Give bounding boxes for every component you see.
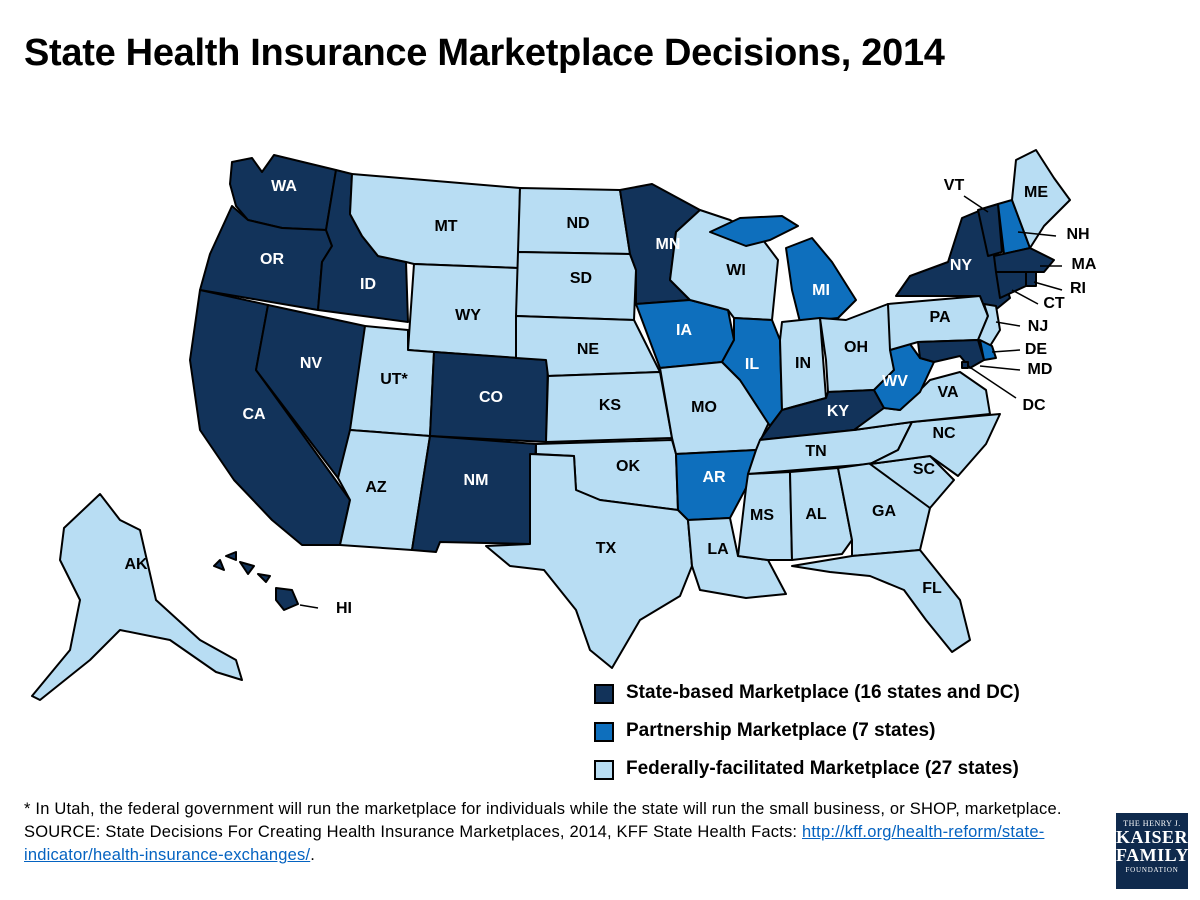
state-label-HI: HI [336, 600, 352, 617]
state-TX[interactable] [485, 453, 693, 669]
source-text: SOURCE: State Decisions For Creating Hea… [24, 823, 803, 841]
state-label-VA: VA [937, 384, 958, 401]
state-label-OR: OR [260, 251, 284, 268]
state-label-NJ: NJ [1028, 318, 1048, 335]
state-label-MT: MT [434, 218, 457, 235]
state-label-ND: ND [566, 215, 589, 232]
state-HI[interactable] [213, 551, 299, 611]
source-note: SOURCE: State Decisions For Creating Hea… [24, 821, 1074, 867]
kff-logo: THE HENRY J. KAISER FAMILY FOUNDATION [1116, 813, 1190, 889]
state-label-NV: NV [300, 355, 323, 372]
footnote: * In Utah, the federal government will r… [24, 798, 1074, 867]
state-label-PA: PA [929, 309, 950, 326]
state-label-GA: GA [872, 503, 896, 520]
state-label-WY: WY [455, 307, 481, 324]
state-label-WA: WA [271, 178, 297, 195]
legend-swatch-partnership [594, 722, 614, 742]
state-label-KY: KY [827, 403, 850, 420]
state-AL[interactable] [789, 467, 853, 561]
state-label-NC: NC [932, 425, 956, 442]
state-label-IN: IN [795, 355, 811, 372]
state-label-MS: MS [750, 507, 774, 524]
state-label-UT: UT* [380, 371, 408, 388]
state-label-IL: IL [745, 356, 759, 373]
state-label-OK: OK [616, 458, 640, 475]
legend-label-partnership: Partnership Marketplace (7 states) [626, 720, 936, 741]
state-label-OH: OH [844, 339, 868, 356]
state-label-TN: TN [805, 443, 826, 460]
state-label-AR: AR [702, 469, 726, 486]
state-label-WV: WV [882, 373, 908, 390]
state-label-ME: ME [1024, 184, 1048, 201]
state-label-AZ: AZ [365, 479, 387, 496]
utah-note: * In Utah, the federal government will r… [24, 800, 1062, 818]
legend-swatch-state-based [594, 684, 614, 704]
state-label-FL: FL [922, 580, 942, 597]
state-label-SC: SC [913, 461, 936, 478]
state-labels: WA OR CA NV ID MT WY UT* AZ CO NM ND SD NE KS OK TX MN IA M… [124, 177, 1096, 617]
state-ME[interactable] [1011, 149, 1071, 249]
state-label-VT: VT [944, 177, 965, 194]
state-VT[interactable] [977, 203, 1003, 257]
source-link[interactable]: http://kff.org/health-reform/state-indic… [24, 823, 1045, 864]
logo-line-3: FAMILY [1116, 845, 1190, 865]
state-label-KS: KS [599, 397, 622, 414]
state-label-NM: NM [464, 472, 489, 489]
state-DC[interactable] [961, 361, 969, 369]
state-label-CO: CO [479, 389, 503, 406]
state-label-MD: MD [1028, 361, 1053, 378]
state-FL[interactable] [791, 549, 971, 653]
state-CT[interactable] [995, 271, 1027, 299]
state-label-TX: TX [596, 540, 617, 557]
legend-label-federal: Federally-facilitated Marketplace (27 st… [626, 758, 1019, 779]
state-label-LA: LA [707, 541, 729, 558]
state-MI[interactable] [709, 215, 857, 323]
source-period: . [310, 846, 316, 864]
state-label-MA: MA [1072, 256, 1097, 273]
state-LA[interactable] [687, 517, 787, 599]
legend-swatch-federal [594, 760, 614, 780]
state-label-MI: MI [812, 282, 830, 299]
logo-line-1: THE HENRY J. [1123, 819, 1181, 828]
logo-line-2: KAISER [1116, 827, 1189, 847]
state-AK[interactable] [31, 493, 243, 701]
state-label-AK: AK [124, 556, 148, 573]
state-label-ID: ID [360, 276, 376, 293]
state-label-NY: NY [950, 257, 973, 274]
state-label-CT: CT [1043, 295, 1065, 312]
state-label-CA: CA [242, 406, 266, 423]
state-label-DE: DE [1025, 341, 1048, 358]
state-label-IA: IA [676, 322, 692, 339]
state-label-SD: SD [570, 270, 592, 287]
state-label-NH: NH [1066, 226, 1089, 243]
state-NM[interactable] [411, 435, 537, 553]
legend-label-state-based: State-based Marketplace (16 states and D… [626, 682, 1020, 703]
state-label-MN: MN [656, 236, 681, 253]
state-label-AL: AL [805, 506, 827, 523]
state-label-WI: WI [726, 262, 746, 279]
state-label-RI: RI [1070, 280, 1086, 297]
state-label-NE: NE [577, 341, 600, 358]
state-label-MO: MO [691, 399, 717, 416]
label-leaders [299, 195, 1063, 609]
state-label-DC: DC [1022, 397, 1046, 414]
page-title: State Health Insurance Marketplace Decis… [24, 32, 945, 74]
logo-line-4: FOUNDATION [1125, 866, 1179, 874]
state-RI[interactable] [1025, 271, 1037, 287]
